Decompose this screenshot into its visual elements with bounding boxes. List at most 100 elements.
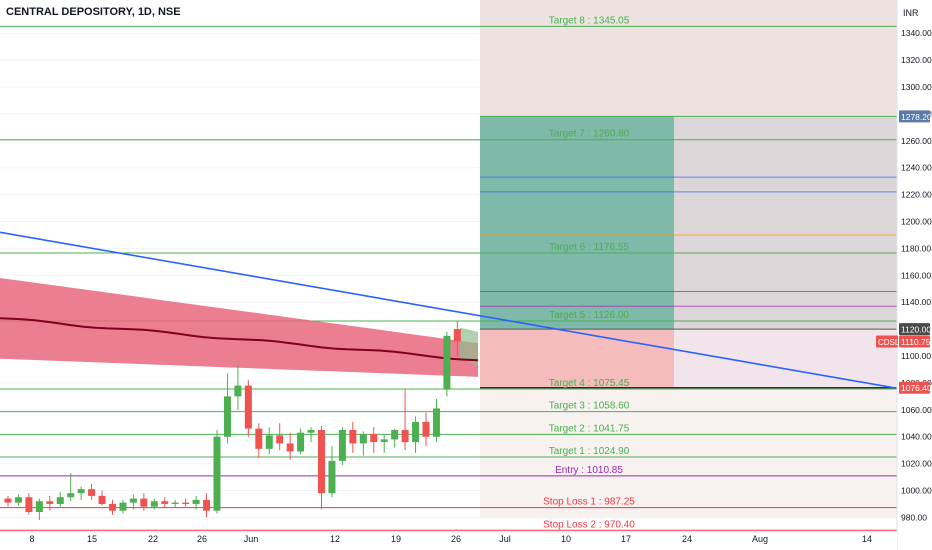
candle-body xyxy=(338,429,346,461)
time-axis xyxy=(0,532,897,550)
candle-body xyxy=(443,335,451,390)
candle-body xyxy=(432,408,440,437)
candle-body xyxy=(307,429,315,433)
candle-body xyxy=(46,501,54,504)
ribbon-tail xyxy=(460,327,478,366)
price-tick-label: 1180.00 xyxy=(901,243,931,253)
candle-body xyxy=(140,498,148,507)
price-badge xyxy=(899,323,930,336)
candle-body xyxy=(328,460,336,494)
candle-body xyxy=(109,503,116,511)
level-label: Target 2 : 1041.75 xyxy=(549,423,630,434)
candle-body xyxy=(14,497,22,503)
level-label: Target 1 : 1024.90 xyxy=(549,446,630,457)
candle-body xyxy=(35,501,43,513)
candle-body xyxy=(276,435,284,444)
time-tick-label: 19 xyxy=(391,534,401,544)
time-tick-label: 14 xyxy=(862,534,872,544)
candle-body xyxy=(161,501,169,504)
price-tick-label: 1060.00 xyxy=(901,405,932,415)
time-tick-label: Jun xyxy=(244,534,259,544)
time-tick-label: Aug xyxy=(752,534,768,544)
candle-body xyxy=(182,502,190,504)
candle-body xyxy=(422,421,430,437)
loss-zone-extension xyxy=(674,329,897,388)
price-badge xyxy=(899,335,930,348)
candle-body xyxy=(349,429,357,444)
time-tick-label: 8 xyxy=(29,534,34,544)
price-tick-label: 1020.00 xyxy=(901,459,932,469)
candle-body xyxy=(203,499,211,511)
candle-body xyxy=(297,432,305,452)
candle-body xyxy=(129,498,137,503)
candle-body xyxy=(359,434,367,444)
candles xyxy=(4,321,461,521)
time-tick-label: 17 xyxy=(621,534,631,544)
candle-body xyxy=(150,501,158,507)
price-tick-label: 1320.00 xyxy=(901,55,932,65)
level-label: Entry : 1010.85 xyxy=(555,465,623,476)
profit-zone-extension xyxy=(674,116,897,330)
candle-body xyxy=(213,436,221,511)
time-tick-label: 26 xyxy=(451,534,461,544)
price-tick-label: 1240.00 xyxy=(901,163,932,173)
candle-body xyxy=(265,435,273,449)
price-tick-label: 980.00 xyxy=(901,512,927,522)
candle-body xyxy=(453,329,461,342)
candle-body xyxy=(234,385,242,397)
level-label: Target 5 : 1126.00 xyxy=(549,310,629,321)
candle-body xyxy=(119,502,127,511)
chart-title: CENTRAL DEPOSITORY, 1D, NSE xyxy=(6,6,181,18)
candle-body xyxy=(412,421,420,443)
time-tick-label: 10 xyxy=(561,534,571,544)
candle-body xyxy=(380,439,388,443)
time-tick-label: Jul xyxy=(499,534,511,544)
price-tick-label: 1220.00 xyxy=(901,190,932,200)
price-tick-label: 1200.00 xyxy=(901,217,932,227)
candle-body xyxy=(25,497,33,513)
currency-label: INR xyxy=(903,8,919,18)
price-axis xyxy=(897,0,932,550)
level-label: Target 7 : 1260.80 xyxy=(549,129,630,140)
candle-body xyxy=(286,443,294,452)
price-badge-label: 1076.40 xyxy=(901,383,932,393)
candle-body xyxy=(4,498,12,503)
candle-body xyxy=(88,489,96,496)
lower-zone xyxy=(480,387,897,518)
level-label: Stop Loss 2 : 970.40 xyxy=(543,519,635,530)
price-tick-label: 1340.00 xyxy=(901,28,932,38)
loss-zone xyxy=(480,329,674,388)
price-tick-label: 1300.00 xyxy=(901,82,932,92)
candle-body xyxy=(255,428,263,449)
level-label: Target 4 : 1075.45 xyxy=(549,378,630,389)
price-tick-label: 1100.00 xyxy=(901,351,931,361)
price-badge-label: 1120.00 xyxy=(901,325,931,335)
moving-average-line xyxy=(0,317,479,362)
level-label: Target 3 : 1058.60 xyxy=(549,401,630,412)
candle-body xyxy=(171,502,179,504)
candle-body xyxy=(223,396,231,437)
level-label: Target 8 : 1345.05 xyxy=(549,15,630,26)
price-tick-label: 1000.00 xyxy=(901,486,932,496)
price-tick-label: 1160.00 xyxy=(901,270,931,280)
trend-line xyxy=(0,231,898,390)
candle-body xyxy=(56,497,64,504)
price-tick-label: 1140.00 xyxy=(901,297,931,307)
price-tick-label: 1040.00 xyxy=(901,432,932,442)
time-tick-label: 26 xyxy=(197,534,207,544)
level-label: Target 6 : 1176.55 xyxy=(549,242,629,253)
symbol-badge xyxy=(876,335,898,348)
time-tick-label: 15 xyxy=(87,534,97,544)
price-tick-label: 1260.00 xyxy=(901,136,932,146)
candle-body xyxy=(391,429,399,440)
candle-body xyxy=(318,429,325,494)
time-tick-label: 24 xyxy=(682,534,692,544)
level-label: Stop Loss 1 : 987.25 xyxy=(543,497,635,508)
candle-body xyxy=(244,385,252,429)
time-tick-label: 12 xyxy=(330,534,340,544)
price-badge xyxy=(899,381,930,394)
price-badge-label: 1110.75 xyxy=(901,337,931,347)
candle-body xyxy=(77,489,85,494)
candle-body xyxy=(67,493,75,498)
